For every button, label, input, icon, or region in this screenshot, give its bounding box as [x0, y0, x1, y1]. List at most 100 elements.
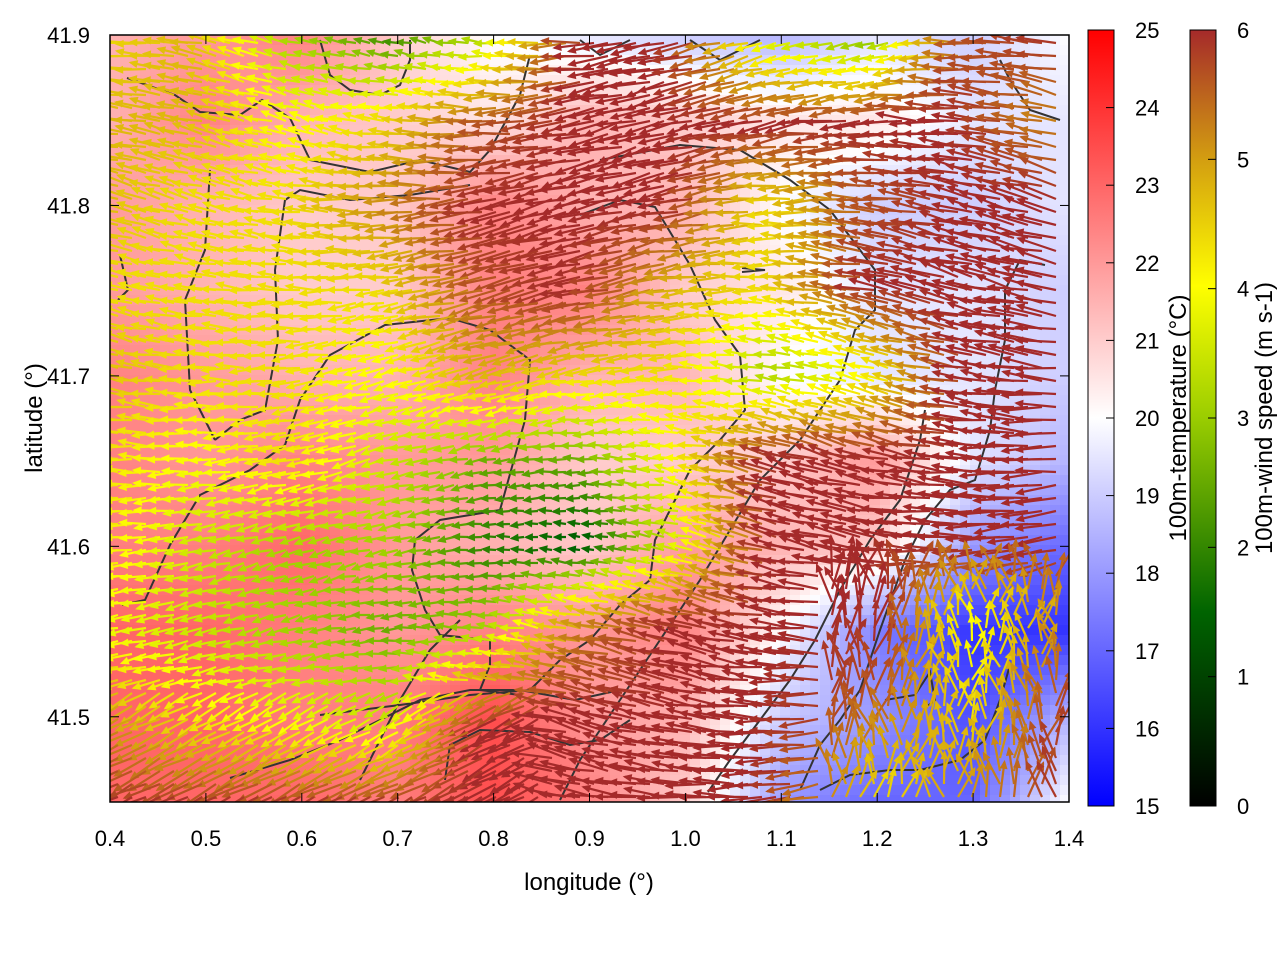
temperature-cell [210, 345, 221, 356]
temperature-cell [750, 175, 761, 186]
temperature-cell [360, 275, 371, 286]
temperature-cell [540, 365, 551, 376]
temperature-cell [580, 255, 591, 266]
temperature-cell [410, 245, 421, 256]
temperature-cell [830, 85, 841, 96]
temperature-cell [790, 425, 801, 436]
temperature-cell [310, 475, 321, 486]
temperature-cell [980, 465, 991, 476]
temperature-cell [490, 235, 501, 246]
temperature-cell [660, 215, 671, 226]
temperature-cell [550, 525, 561, 536]
temperature-cell [690, 345, 701, 356]
temperature-cell [470, 445, 481, 456]
temperature-cell [600, 215, 611, 226]
temperature-cell [650, 245, 661, 256]
temperature-cell [340, 545, 351, 556]
temperature-cell [660, 535, 671, 546]
temperature-cell [300, 215, 311, 226]
temperature-cell [370, 375, 381, 386]
temperature-cell [670, 275, 681, 286]
temperature-cell [240, 265, 251, 276]
temperature-cell [540, 45, 551, 56]
temperature-cell [660, 195, 671, 206]
temperature-cell [510, 305, 521, 316]
temperature-cell [240, 405, 251, 416]
temperature-cell [510, 285, 521, 296]
temperature-cell [440, 375, 451, 386]
temperature-cell [570, 475, 581, 486]
temperature-cell [790, 345, 801, 356]
temperature-cell [240, 215, 251, 226]
temperature-cell [290, 505, 301, 516]
temperature-cell [660, 295, 671, 306]
temperature-cell [800, 325, 811, 336]
temperature-cell [1060, 495, 1069, 506]
temperature-cell [690, 405, 701, 416]
temperature-cell [750, 315, 761, 326]
temperature-cell [710, 205, 721, 216]
temperature-cell [600, 75, 611, 86]
temperature-cell [850, 295, 861, 306]
temperature-cell [620, 395, 631, 406]
temperature-cell [590, 385, 601, 396]
temperature-cell [700, 235, 711, 246]
temperature-cell [440, 35, 451, 46]
temperature-cell [1040, 345, 1051, 356]
temperature-cell [110, 435, 121, 446]
temperature-cell [1050, 515, 1061, 526]
temperature-cell [160, 95, 171, 106]
temperature-cell [520, 375, 531, 386]
temperature-cell [370, 145, 381, 156]
temperature-cell [280, 475, 291, 486]
temperature-cell [700, 385, 711, 396]
temperature-cell [280, 295, 291, 306]
temperature-cell [130, 245, 141, 256]
temperature-cell [1040, 395, 1051, 406]
temperature-cell [620, 425, 631, 436]
temperature-cell [680, 275, 691, 286]
temperature-cell [840, 45, 851, 56]
temperature-cell [480, 205, 491, 216]
temperature-cell [170, 405, 181, 416]
temperature-cell [780, 325, 791, 336]
temperature-cell [310, 385, 321, 396]
temperature-cell [1040, 205, 1051, 216]
temperature-cell [810, 455, 821, 466]
temperature-cell [460, 455, 471, 466]
temperature-cell [420, 95, 431, 106]
temperature-cell [380, 495, 391, 506]
temperature-cell [690, 205, 701, 216]
temperature-cell [1050, 215, 1061, 226]
temperature-cell [740, 395, 751, 406]
temperature-cell [120, 245, 131, 256]
temperature-cell [780, 75, 791, 86]
temperature-cell [1040, 245, 1051, 256]
temperature-cell [1040, 195, 1051, 206]
temperature-cell [610, 525, 621, 536]
temperature-cell [640, 495, 651, 506]
temperature-cell [810, 255, 821, 266]
temperature-cell [510, 295, 521, 306]
temperature-cell [270, 135, 281, 146]
temperature-cell [670, 75, 681, 86]
temperature-cell [1040, 65, 1051, 76]
temperature-cell [1050, 475, 1061, 486]
temperature-cell [370, 55, 381, 66]
temperature-cell [290, 345, 301, 356]
temperature-cell [430, 355, 441, 366]
temperature-cell [790, 175, 801, 186]
temperature-cell [210, 275, 221, 286]
temperature-cell [390, 385, 401, 396]
temperature-cell [950, 385, 961, 396]
temperature-cell [710, 415, 721, 426]
temperature-cell [190, 95, 201, 106]
temperature-cell [260, 475, 271, 486]
temperature-cell [970, 235, 981, 246]
temperature-cell [1020, 185, 1031, 196]
temperature-cell [270, 505, 281, 516]
temperature-cell [550, 225, 561, 236]
temperature-cell [670, 35, 681, 46]
temperature-cell [930, 135, 941, 146]
temperature-cell [380, 355, 391, 366]
